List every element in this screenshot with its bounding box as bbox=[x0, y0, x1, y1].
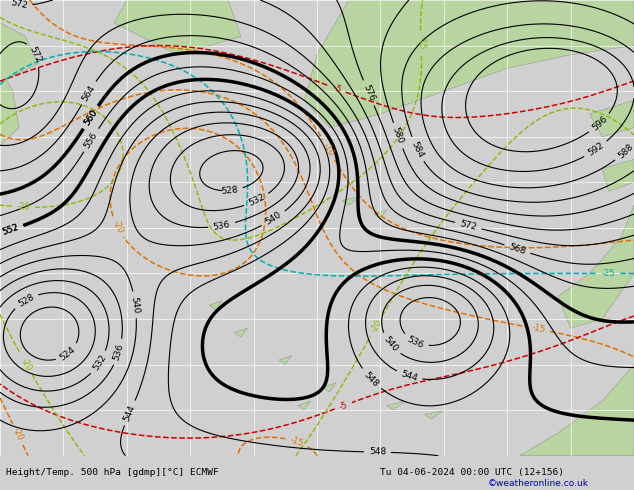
Text: -20: -20 bbox=[11, 426, 25, 442]
Text: Height/Temp. 500 hPa [gdmp][°C] ECMWF: Height/Temp. 500 hPa [gdmp][°C] ECMWF bbox=[6, 467, 219, 477]
Text: 540: 540 bbox=[264, 211, 283, 227]
Text: 544: 544 bbox=[122, 403, 137, 422]
Text: ©weatheronline.co.uk: ©weatheronline.co.uk bbox=[488, 479, 589, 488]
Text: 588: 588 bbox=[616, 142, 634, 160]
Text: 536: 536 bbox=[406, 334, 425, 350]
Text: -15: -15 bbox=[417, 36, 426, 49]
Text: 528: 528 bbox=[221, 185, 238, 196]
Polygon shape bbox=[602, 160, 634, 192]
Polygon shape bbox=[558, 205, 634, 328]
Text: 584: 584 bbox=[410, 140, 425, 159]
Text: -20: -20 bbox=[369, 318, 384, 334]
Text: 576: 576 bbox=[361, 83, 376, 103]
Polygon shape bbox=[323, 383, 336, 392]
Text: -20: -20 bbox=[19, 356, 34, 372]
Polygon shape bbox=[0, 0, 19, 146]
Text: 572: 572 bbox=[10, 0, 29, 10]
Text: 572: 572 bbox=[459, 219, 477, 232]
Polygon shape bbox=[387, 401, 406, 410]
Text: -25: -25 bbox=[602, 269, 616, 278]
Polygon shape bbox=[114, 0, 241, 55]
Text: -20: -20 bbox=[110, 219, 124, 235]
Text: 556: 556 bbox=[83, 130, 100, 150]
Polygon shape bbox=[520, 365, 634, 456]
Polygon shape bbox=[0, 23, 38, 82]
Text: 536: 536 bbox=[212, 220, 231, 232]
Text: 552: 552 bbox=[1, 223, 20, 237]
Text: 560: 560 bbox=[82, 108, 99, 127]
Text: Tu 04-06-2024 00:00 UTC (12+156): Tu 04-06-2024 00:00 UTC (12+156) bbox=[380, 467, 564, 477]
Text: 548: 548 bbox=[369, 447, 386, 457]
Polygon shape bbox=[590, 100, 634, 137]
Text: 552: 552 bbox=[1, 223, 20, 237]
Text: 532: 532 bbox=[91, 353, 108, 372]
Text: -5: -5 bbox=[332, 83, 342, 95]
Text: 528: 528 bbox=[16, 292, 36, 309]
Text: 524: 524 bbox=[58, 345, 77, 362]
Text: 548: 548 bbox=[362, 370, 380, 389]
Text: 572: 572 bbox=[27, 45, 42, 65]
Text: 580: 580 bbox=[391, 126, 405, 145]
Text: 592: 592 bbox=[586, 141, 605, 158]
Text: 560: 560 bbox=[82, 108, 99, 127]
Polygon shape bbox=[279, 355, 292, 365]
Text: 540: 540 bbox=[382, 335, 399, 354]
Text: -20: -20 bbox=[16, 202, 30, 212]
Polygon shape bbox=[374, 210, 387, 219]
Text: 564: 564 bbox=[81, 83, 97, 102]
Text: -15: -15 bbox=[531, 323, 546, 335]
Polygon shape bbox=[425, 410, 444, 419]
Text: 540: 540 bbox=[129, 296, 141, 314]
Polygon shape bbox=[304, 0, 634, 127]
Text: -10: -10 bbox=[321, 142, 336, 158]
Text: 568: 568 bbox=[508, 242, 527, 256]
Text: 536: 536 bbox=[112, 343, 126, 362]
Polygon shape bbox=[298, 401, 311, 410]
Text: -15: -15 bbox=[289, 435, 305, 448]
Polygon shape bbox=[235, 328, 247, 337]
Polygon shape bbox=[209, 301, 222, 310]
Text: 596: 596 bbox=[590, 114, 609, 133]
Text: 544: 544 bbox=[400, 369, 418, 383]
Polygon shape bbox=[342, 196, 361, 205]
Text: 532: 532 bbox=[247, 193, 266, 208]
Text: -5: -5 bbox=[338, 400, 349, 412]
